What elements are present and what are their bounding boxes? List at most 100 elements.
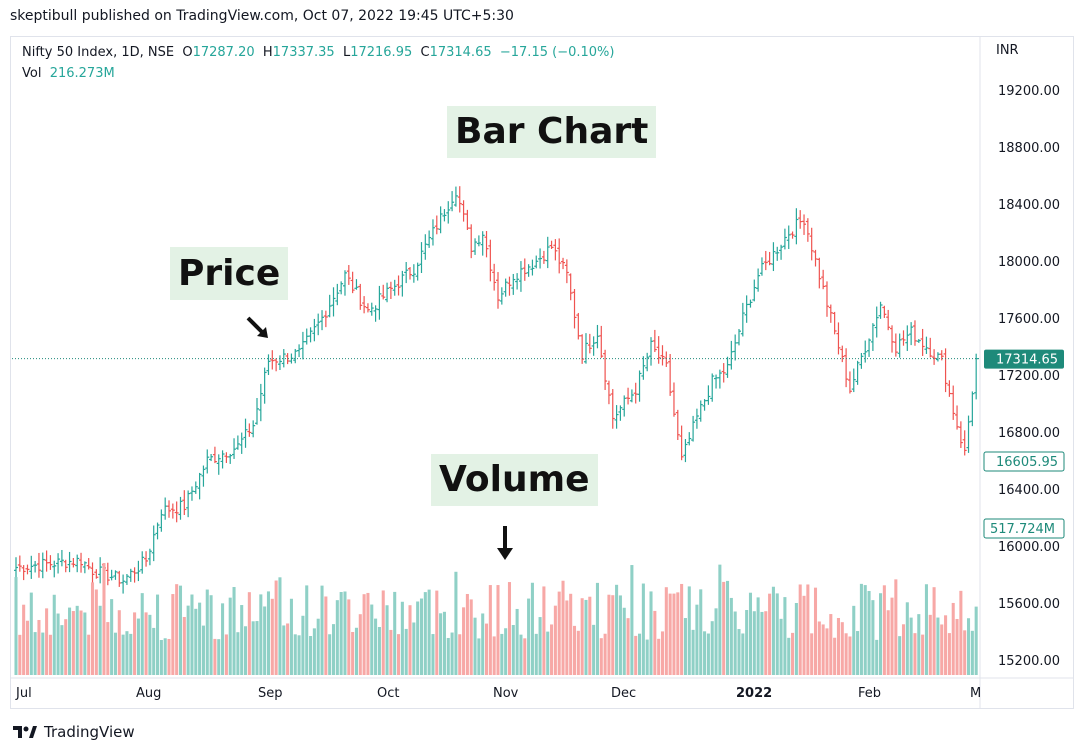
volume-bar bbox=[557, 591, 561, 675]
volume-bar bbox=[542, 586, 546, 675]
volume-bar bbox=[966, 618, 971, 675]
volume-bar bbox=[240, 605, 244, 675]
volume-bar bbox=[825, 628, 829, 675]
volume-bar bbox=[653, 610, 657, 675]
volume-bar bbox=[829, 614, 833, 675]
volume-bar bbox=[802, 595, 806, 675]
volume-bar bbox=[603, 633, 607, 675]
volume-bar bbox=[630, 565, 634, 675]
volume-bar bbox=[397, 634, 401, 675]
volume-bar bbox=[760, 611, 764, 675]
volume-bar bbox=[898, 636, 902, 675]
volume-bar bbox=[190, 594, 194, 675]
volume-bar bbox=[366, 592, 370, 675]
y-tick-label: 18400.00 bbox=[998, 198, 1060, 213]
volume-bar bbox=[550, 624, 554, 675]
volume-bar bbox=[370, 604, 374, 675]
volume-bar bbox=[175, 584, 179, 675]
volume-bar bbox=[477, 638, 481, 675]
price-badge-2-label: 16605.95 bbox=[996, 455, 1058, 470]
volume-bar bbox=[634, 635, 638, 675]
volume-bar bbox=[213, 638, 217, 675]
volume-bar bbox=[217, 639, 221, 675]
price-arrow-icon bbox=[246, 316, 268, 338]
volume-bar bbox=[657, 638, 661, 675]
volume-bar bbox=[718, 564, 722, 675]
volume-bar bbox=[863, 585, 867, 675]
low-value: 17216.95 bbox=[350, 45, 413, 60]
volume-bar bbox=[102, 563, 106, 675]
volume-bar bbox=[592, 624, 596, 675]
volume-bar bbox=[178, 585, 183, 675]
volume-bar bbox=[312, 628, 316, 675]
volume-bar bbox=[263, 606, 267, 675]
volume-bar bbox=[752, 611, 756, 675]
volume-bar bbox=[374, 618, 378, 675]
volume-bar bbox=[419, 598, 424, 675]
price-arrow-head bbox=[257, 327, 268, 338]
volume-bar bbox=[504, 628, 508, 675]
volume-bar bbox=[209, 595, 213, 675]
volume-bar bbox=[645, 639, 649, 675]
volume-bar bbox=[955, 618, 959, 675]
y-tick-label: 16400.00 bbox=[998, 483, 1060, 498]
volume-bar bbox=[423, 592, 427, 675]
volume-bar bbox=[534, 633, 538, 675]
volume-bar bbox=[649, 591, 653, 675]
volume-bar bbox=[29, 592, 33, 675]
volume-bar bbox=[270, 598, 274, 675]
volume-bar bbox=[607, 594, 611, 675]
y-tick-label: 16000.00 bbox=[998, 540, 1060, 555]
volume-bar bbox=[324, 596, 328, 675]
volume-bar bbox=[680, 583, 684, 675]
volume-bar bbox=[18, 634, 22, 675]
volume-bar bbox=[301, 615, 305, 675]
volume-bar bbox=[798, 584, 802, 675]
x-tick-label: Nov bbox=[493, 686, 519, 701]
volume-bar bbox=[963, 630, 967, 675]
volume-bar bbox=[565, 600, 569, 675]
volume-bar bbox=[947, 633, 951, 675]
volume-bar bbox=[940, 624, 944, 675]
volume-bar bbox=[928, 614, 932, 675]
volume-bar bbox=[882, 585, 886, 675]
volume-bar bbox=[913, 633, 917, 675]
volume-bar bbox=[87, 634, 91, 675]
volume-bar bbox=[488, 585, 492, 675]
chart-frame bbox=[10, 36, 1074, 709]
symbol-label: Nifty 50 Index, 1D, NSE bbox=[22, 45, 175, 60]
volume-bar bbox=[473, 617, 477, 675]
volume-bar bbox=[951, 602, 955, 675]
volume-bar bbox=[41, 632, 45, 675]
footer-brand[interactable]: TradingView bbox=[44, 723, 135, 741]
volume-bar bbox=[339, 592, 343, 675]
volume-bar bbox=[52, 594, 56, 675]
volume-bar bbox=[140, 593, 144, 675]
volume-bar bbox=[917, 614, 921, 675]
volume-bar bbox=[331, 624, 336, 675]
volume-bar bbox=[113, 632, 117, 675]
volume-bar bbox=[278, 577, 282, 675]
volume-bar bbox=[255, 621, 259, 675]
volume-bar bbox=[507, 582, 512, 675]
volume-bar bbox=[745, 610, 749, 675]
volume-bar bbox=[454, 571, 458, 675]
volume-bar bbox=[561, 580, 565, 675]
volume-bar bbox=[944, 615, 948, 675]
y-tick-label: 15600.00 bbox=[998, 597, 1060, 612]
low-label: L bbox=[342, 45, 351, 60]
volume-bar bbox=[163, 638, 167, 675]
volume-bar bbox=[791, 632, 795, 675]
volume-bar bbox=[511, 625, 515, 675]
volume-bar bbox=[584, 599, 588, 675]
volume-bar bbox=[117, 610, 121, 675]
volume-badge-label: 517.724M bbox=[990, 522, 1055, 537]
volume-bar bbox=[794, 603, 798, 675]
volume-bar bbox=[251, 621, 255, 675]
volume-bar bbox=[328, 634, 332, 675]
volume-arrow-icon bbox=[497, 526, 513, 560]
volume-bar bbox=[404, 628, 408, 675]
volume-bar bbox=[469, 599, 473, 675]
volume-badge bbox=[983, 518, 1065, 539]
